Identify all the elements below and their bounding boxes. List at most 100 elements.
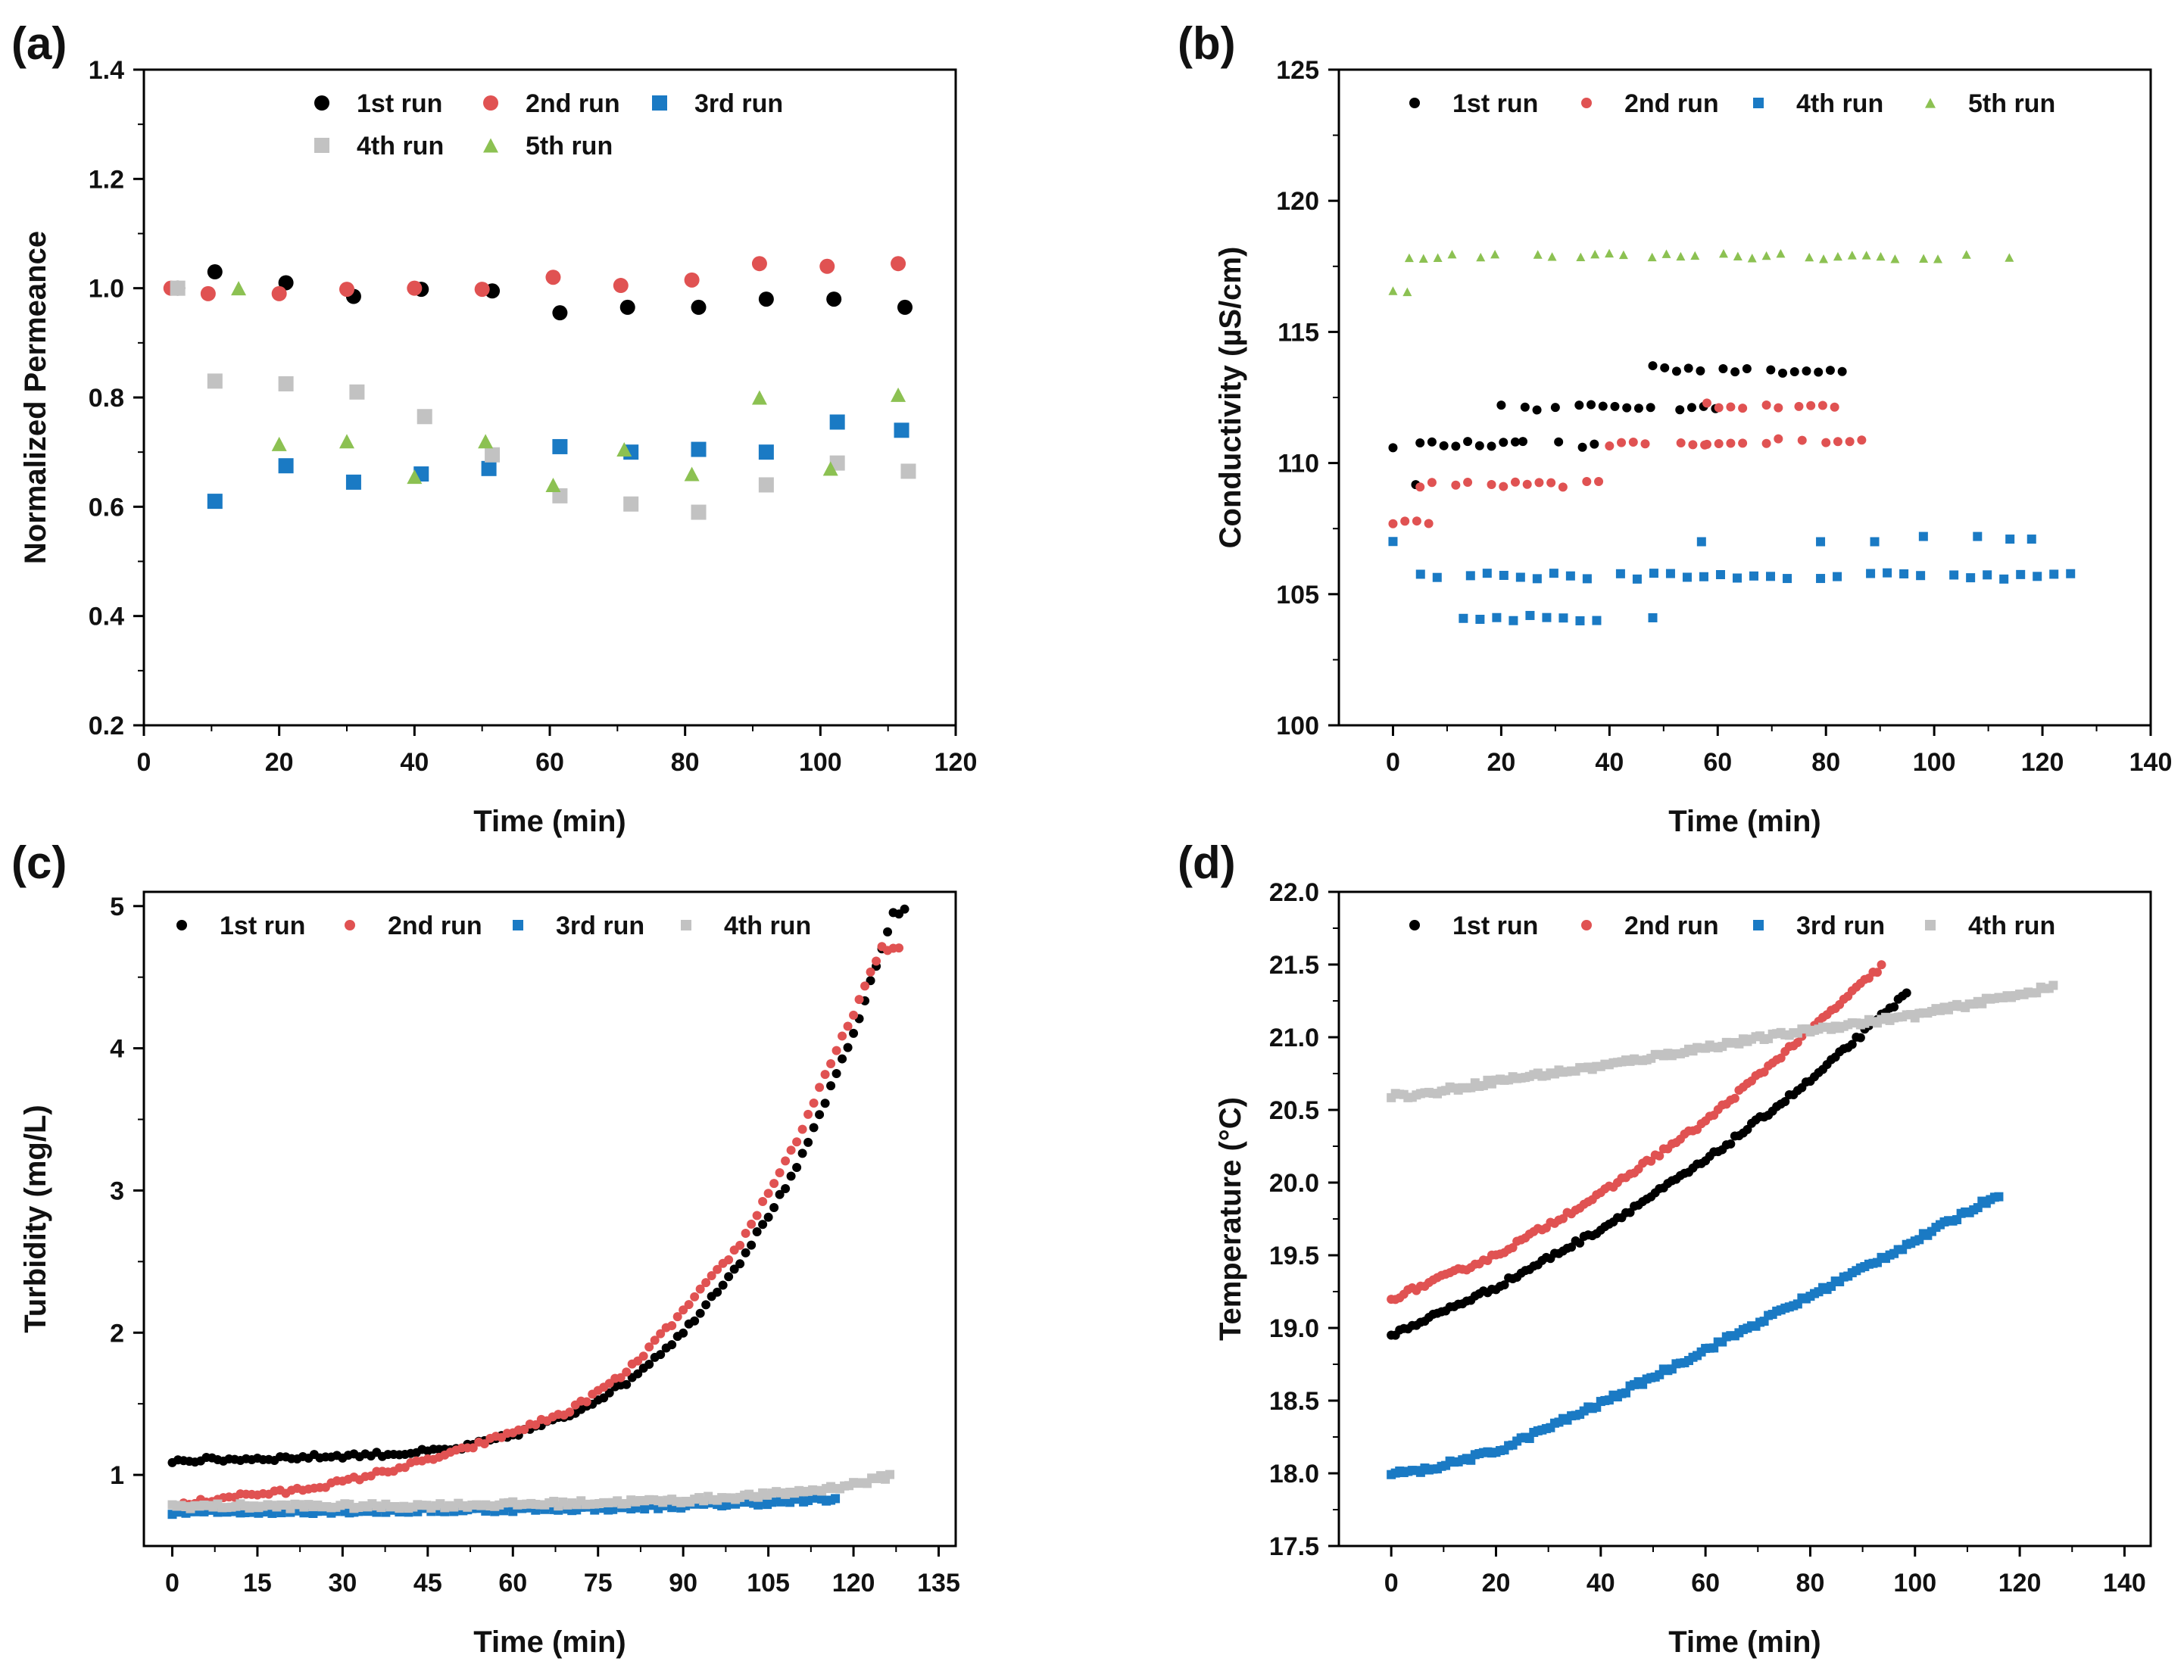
data-point [815,1110,825,1120]
data-point [1814,367,1824,377]
legend-label: 2nd run [526,89,620,118]
data-point [1618,250,1628,260]
legend-label: 4th run [1968,912,2055,940]
data-point [1520,402,1530,412]
data-point [271,285,287,301]
x-tick-label: 100 [1893,1569,1936,1597]
data-point [1845,437,1855,447]
series-1st-run [1387,988,1911,1340]
y-tick-label: 21.5 [1269,951,1319,980]
data-point [891,256,906,272]
data-point [1899,569,1909,578]
x-tick-label: 60 [535,748,564,777]
data-point [345,474,361,490]
data-point [1542,612,1552,622]
legend-marker [1409,98,1420,108]
series-5th-run [1388,248,2014,297]
series-4th-run [1387,980,2058,1102]
data-point [1847,1039,1857,1049]
data-point [1400,516,1410,526]
data-point [349,384,365,400]
legend-marker [513,920,523,930]
data-point [656,1350,666,1360]
data-point [701,1278,711,1288]
data-point [679,1328,688,1338]
data-point [619,299,635,315]
data-point [1696,537,1706,547]
data-point [713,1264,722,1274]
data-point [170,280,186,296]
data-point [1575,1238,1585,1248]
x-tick-label: 60 [1703,748,1732,777]
data-point [829,455,845,471]
data-point [747,1240,757,1250]
data-point [2005,535,2015,544]
data-point [613,278,629,294]
x-tick-label: 75 [584,1569,613,1597]
data-point [1640,439,1650,449]
data-point [650,1336,660,1345]
data-point [735,1259,745,1269]
data-point [758,1220,768,1230]
legend-item: 4th run [1753,89,1883,118]
data-point [849,1010,859,1020]
data-point [207,494,223,510]
y-tick-label: 19.5 [1269,1242,1319,1270]
data-point [822,461,838,476]
data-point [797,1124,807,1134]
data-point [684,1300,694,1310]
data-point [1605,248,1615,258]
y-tick-label: 17.5 [1269,1532,1319,1561]
panel-label: (b) [1178,18,1236,69]
data-point [1883,568,1892,578]
data-point [854,995,864,1005]
data-point [701,1300,711,1310]
data-point [713,1287,722,1297]
data-point [2066,569,2076,578]
data-point [829,414,845,430]
data-point [644,1360,654,1370]
legend-item: 1st run [176,912,305,940]
data-point [792,1137,802,1147]
y-tick-label: 1.2 [89,165,124,194]
data-point [1424,519,1434,528]
data-point [622,1367,632,1377]
data-point [2049,569,2059,579]
data-point [1688,440,1698,450]
data-point [1412,516,1421,526]
data-point [684,272,700,288]
y-tick-label: 0.8 [89,384,124,413]
x-axis: 0 20 40 60 80 100 120 140 Time (min) [1384,1546,2146,1659]
data-point [885,1470,895,1479]
data-point [775,1167,785,1177]
data-point [809,1098,819,1108]
legend-label: 5th run [526,132,613,161]
data-point [1776,1053,1786,1063]
data-point [690,1292,700,1301]
legend-label: 4th run [724,912,811,940]
x-tick-label: 0 [1384,1569,1399,1597]
data-point [519,1425,529,1435]
data-point [1492,612,1502,622]
chart-panel-a: (a) 0 20 40 60 80 100 120 Time (min) 0.2 0.4 0.6 0.8… [11,18,977,838]
y-tick-label: 0.2 [89,712,124,740]
x-tick-label: 120 [832,1569,875,1597]
x-tick-label: 30 [328,1569,357,1597]
data-point [1475,614,1485,624]
data-point [1699,572,1708,581]
legend-item: 3rd run [513,912,644,940]
data-point [1730,367,1740,377]
data-point [1789,367,1799,377]
data-point [1933,254,1942,263]
data-point [1683,363,1693,373]
data-point [1847,251,1857,260]
data-point [1546,478,1556,488]
data-point [1690,251,1700,260]
data-point [1499,1280,1509,1290]
legend-marker [1925,920,1936,930]
data-point [1830,402,1839,412]
data-point [1433,253,1443,262]
legend-label: 4th run [1796,89,1883,118]
data-point [1983,570,1992,580]
